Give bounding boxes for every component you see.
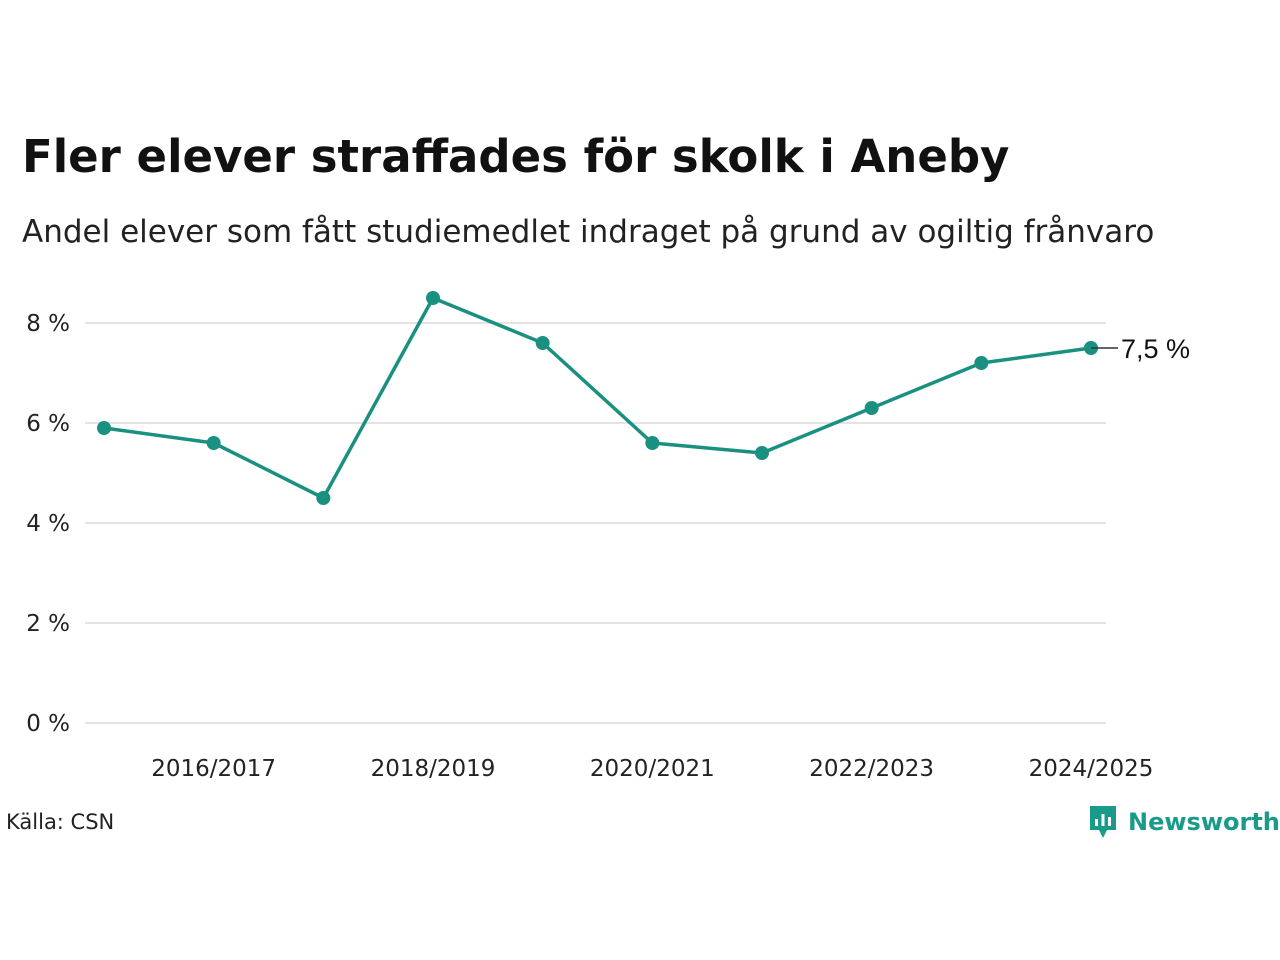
data-point — [864, 401, 879, 415]
data-point — [97, 421, 111, 435]
series-points — [97, 291, 1098, 505]
x-tick-label: 2016/2017 — [151, 756, 276, 782]
chart-subtitle: Andel elever som fått studiemedlet indra… — [22, 214, 1155, 250]
data-point — [535, 336, 550, 350]
y-tick-label: 0 % — [26, 711, 70, 737]
data-point — [316, 491, 331, 505]
data-point — [426, 291, 440, 305]
x-tick-label: 2024/2025 — [1029, 756, 1154, 782]
data-point — [645, 436, 660, 450]
chart-title: Fler elever straffades för skolk i Aneby — [22, 130, 1010, 183]
y-tick-label: 2 % — [26, 611, 70, 637]
newsworthy-logo-icon — [1090, 806, 1116, 838]
source-note: Källa: CSN — [6, 810, 115, 834]
x-axis-ticks: 2016/2017 2018/2019 2020/2021 2022/2023 2024… — [151, 756, 1153, 782]
y-axis-ticks: 0 % 2 % 4 % 6 % 8 % — [26, 311, 70, 737]
y-tick-label: 4 % — [26, 511, 70, 537]
data-point — [755, 446, 769, 460]
y-tick-label: 8 % — [26, 311, 70, 337]
x-tick-label: 2022/2023 — [809, 756, 934, 782]
y-tick-label: 6 % — [26, 411, 70, 437]
brand-logo[interactable]: Newsworthy — [1088, 804, 1280, 840]
series-line — [103, 296, 1092, 500]
end-value-label: 7,5 % — [1121, 334, 1190, 364]
x-tick-label: 2018/2019 — [371, 756, 496, 782]
brand-name: Newsworthy — [1128, 808, 1280, 836]
end-label-layer: 7,5 % — [1091, 334, 1190, 364]
series-line-layer — [103, 296, 1092, 500]
data-point — [974, 356, 989, 370]
gridlines — [85, 322, 1106, 724]
x-tick-label: 2020/2021 — [590, 756, 715, 782]
data-point — [206, 436, 221, 450]
